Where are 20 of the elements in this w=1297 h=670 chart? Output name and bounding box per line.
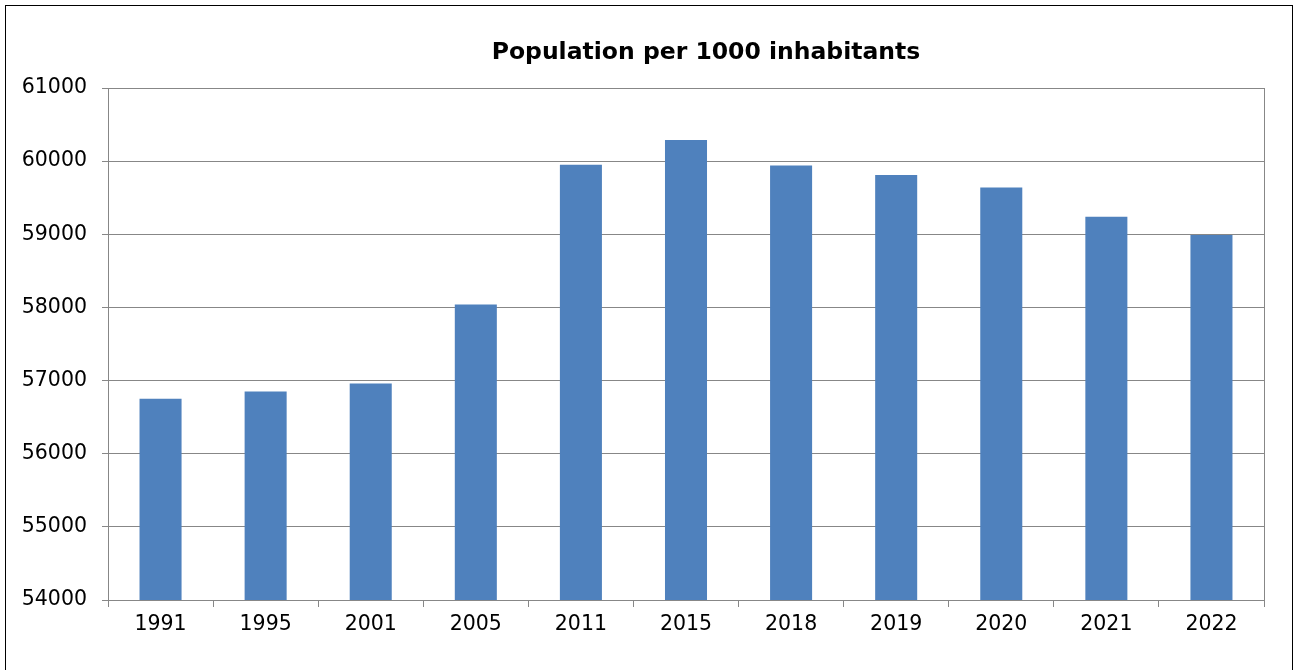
y-tick-label: 54000: [21, 586, 87, 611]
x-tick-label: 2001: [344, 610, 397, 635]
x-tick-label: 2019: [870, 610, 923, 635]
y-tick-label: 58000: [21, 293, 87, 318]
y-tick-label: 59000: [21, 220, 87, 245]
x-tick-label: 2021: [1080, 610, 1133, 635]
x-tick-label: 1991: [134, 610, 187, 635]
y-tick-label: 56000: [21, 440, 87, 465]
y-tick-label: 57000: [21, 366, 87, 391]
y-tick-label: 60000: [21, 147, 87, 172]
x-tick-label: 2005: [449, 610, 502, 635]
x-tick-label: 1995: [239, 610, 292, 635]
y-tick-label: 55000: [21, 513, 87, 538]
chart-title: Population per 1000 inhabitants: [491, 36, 921, 66]
x-tick-label: 2015: [659, 610, 713, 635]
y-tick-label: 61000: [21, 74, 87, 99]
x-tick-label: 2011: [554, 610, 607, 635]
x-tick-label: 2020: [975, 610, 1028, 635]
x-tick-label: 2018: [765, 610, 818, 635]
x-tick-label: 2022: [1185, 610, 1238, 635]
